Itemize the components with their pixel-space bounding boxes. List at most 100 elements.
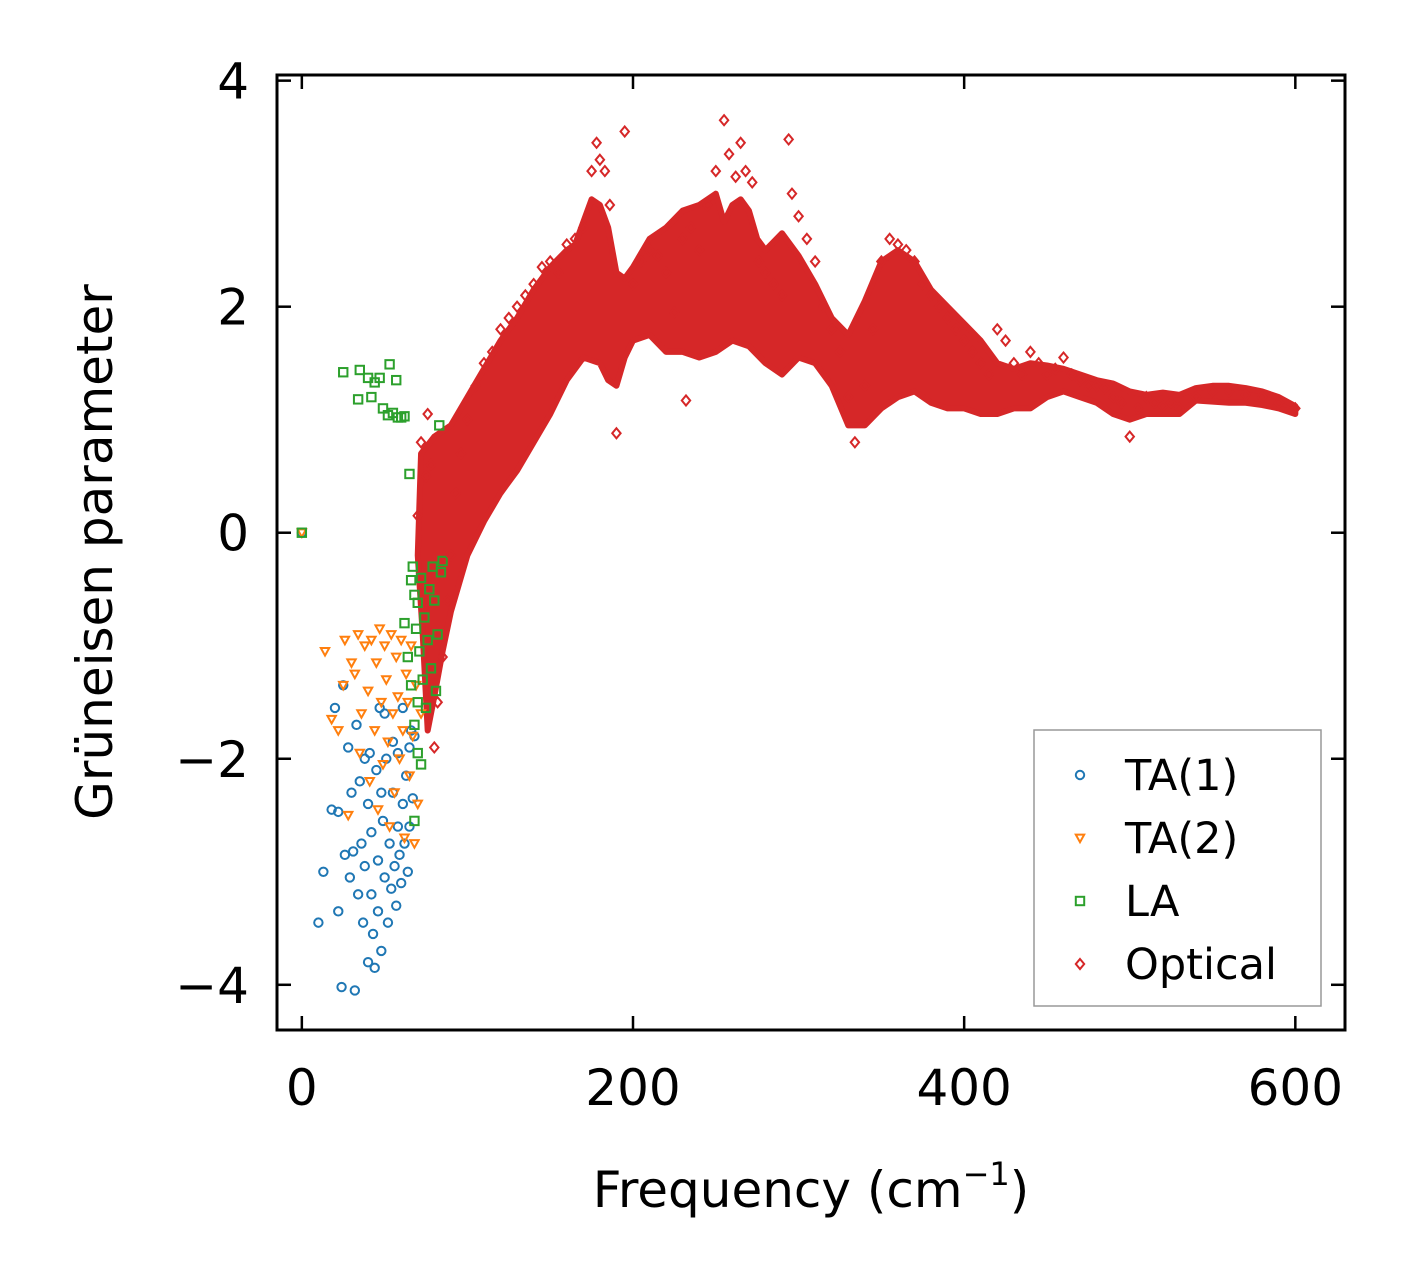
data-point [362, 956, 374, 968]
data-point [397, 798, 409, 810]
data-point [394, 849, 405, 861]
data-point [391, 692, 404, 703]
data-point [366, 827, 377, 838]
data-point [333, 806, 344, 818]
data-point [366, 391, 377, 403]
data-point [415, 572, 427, 584]
data-point [338, 635, 351, 647]
data-point [437, 650, 449, 664]
legend-marker [1074, 833, 1086, 845]
data-point [365, 635, 378, 647]
data-point [486, 345, 498, 359]
data-point [342, 810, 355, 822]
data-point [1124, 430, 1136, 444]
data-point [387, 709, 399, 720]
x-tick-label: 200 [585, 1059, 680, 1117]
data-point [405, 680, 417, 691]
data-point [329, 702, 341, 714]
y-tick-label: 4 [217, 53, 249, 111]
data-point [594, 153, 606, 167]
data-point [718, 113, 730, 127]
legend-label: TA(2) [1124, 814, 1238, 864]
data-point [759, 266, 771, 280]
data-point [369, 962, 380, 974]
data-point [420, 469, 432, 483]
data-point [461, 413, 473, 427]
data-point [470, 379, 482, 393]
data-point [355, 709, 368, 720]
data-point [908, 254, 920, 269]
data-point [313, 917, 324, 928]
data-point [1024, 345, 1036, 359]
data-point [400, 669, 413, 681]
data-point [519, 288, 531, 302]
data-point [345, 658, 358, 669]
data-point [1033, 356, 1045, 370]
data-point [511, 300, 523, 314]
data-point [399, 411, 410, 422]
data-point [425, 663, 437, 674]
data-point [396, 726, 409, 737]
legend-label: Optical [1125, 940, 1277, 990]
data-point [325, 714, 338, 726]
data-point [338, 367, 349, 378]
legend-marker [1074, 769, 1086, 781]
data-point [352, 394, 364, 405]
data-point [536, 260, 548, 274]
data-point [528, 277, 540, 291]
data-point [430, 685, 442, 697]
data-point [383, 822, 396, 833]
data-point [432, 629, 443, 640]
data-point [900, 243, 912, 257]
data-point [569, 232, 581, 246]
data-point [402, 651, 414, 663]
data-point [586, 164, 598, 178]
data-point [983, 367, 995, 382]
y-axis-label: Grüneisen parameter [66, 284, 124, 820]
data-point [432, 695, 444, 709]
data-point [917, 277, 929, 291]
data-point [379, 708, 390, 719]
data-point [392, 821, 404, 832]
data-point [591, 136, 603, 150]
data-point [376, 787, 387, 798]
data-point [362, 798, 374, 810]
data-point [599, 164, 611, 178]
data-point [1207, 384, 1219, 399]
data-point [362, 686, 374, 698]
data-point [420, 702, 432, 714]
data-point [544, 254, 556, 269]
data-point [1132, 401, 1144, 416]
data-point [352, 889, 364, 900]
data-point [455, 447, 467, 461]
data-point [393, 754, 406, 766]
optical-dense-band [414, 190, 1299, 734]
data-point [407, 793, 418, 804]
data-point [783, 132, 795, 147]
data-point [370, 658, 383, 669]
data-point [561, 237, 573, 252]
data-point [412, 697, 423, 708]
data-point [875, 254, 887, 269]
data-point [375, 697, 388, 709]
data-point [619, 124, 631, 139]
data-point [399, 617, 410, 629]
data-point [817, 300, 829, 314]
data-point [425, 458, 437, 472]
series-ta-2 [295, 528, 427, 850]
x-axis-label-exponent: −1 [963, 1155, 1010, 1193]
data-point [424, 584, 435, 595]
data-point [405, 641, 418, 652]
data-point [1058, 350, 1070, 365]
data-point [635, 254, 647, 269]
data-point [746, 175, 758, 189]
data-point [364, 747, 375, 759]
legend-entry: TA(1) [1074, 751, 1238, 801]
data-point [382, 737, 394, 749]
data-point [410, 623, 422, 634]
data-point [402, 866, 414, 877]
data-point [1074, 373, 1086, 387]
data-point [374, 372, 385, 384]
data-point [503, 311, 515, 325]
data-point [368, 726, 381, 737]
